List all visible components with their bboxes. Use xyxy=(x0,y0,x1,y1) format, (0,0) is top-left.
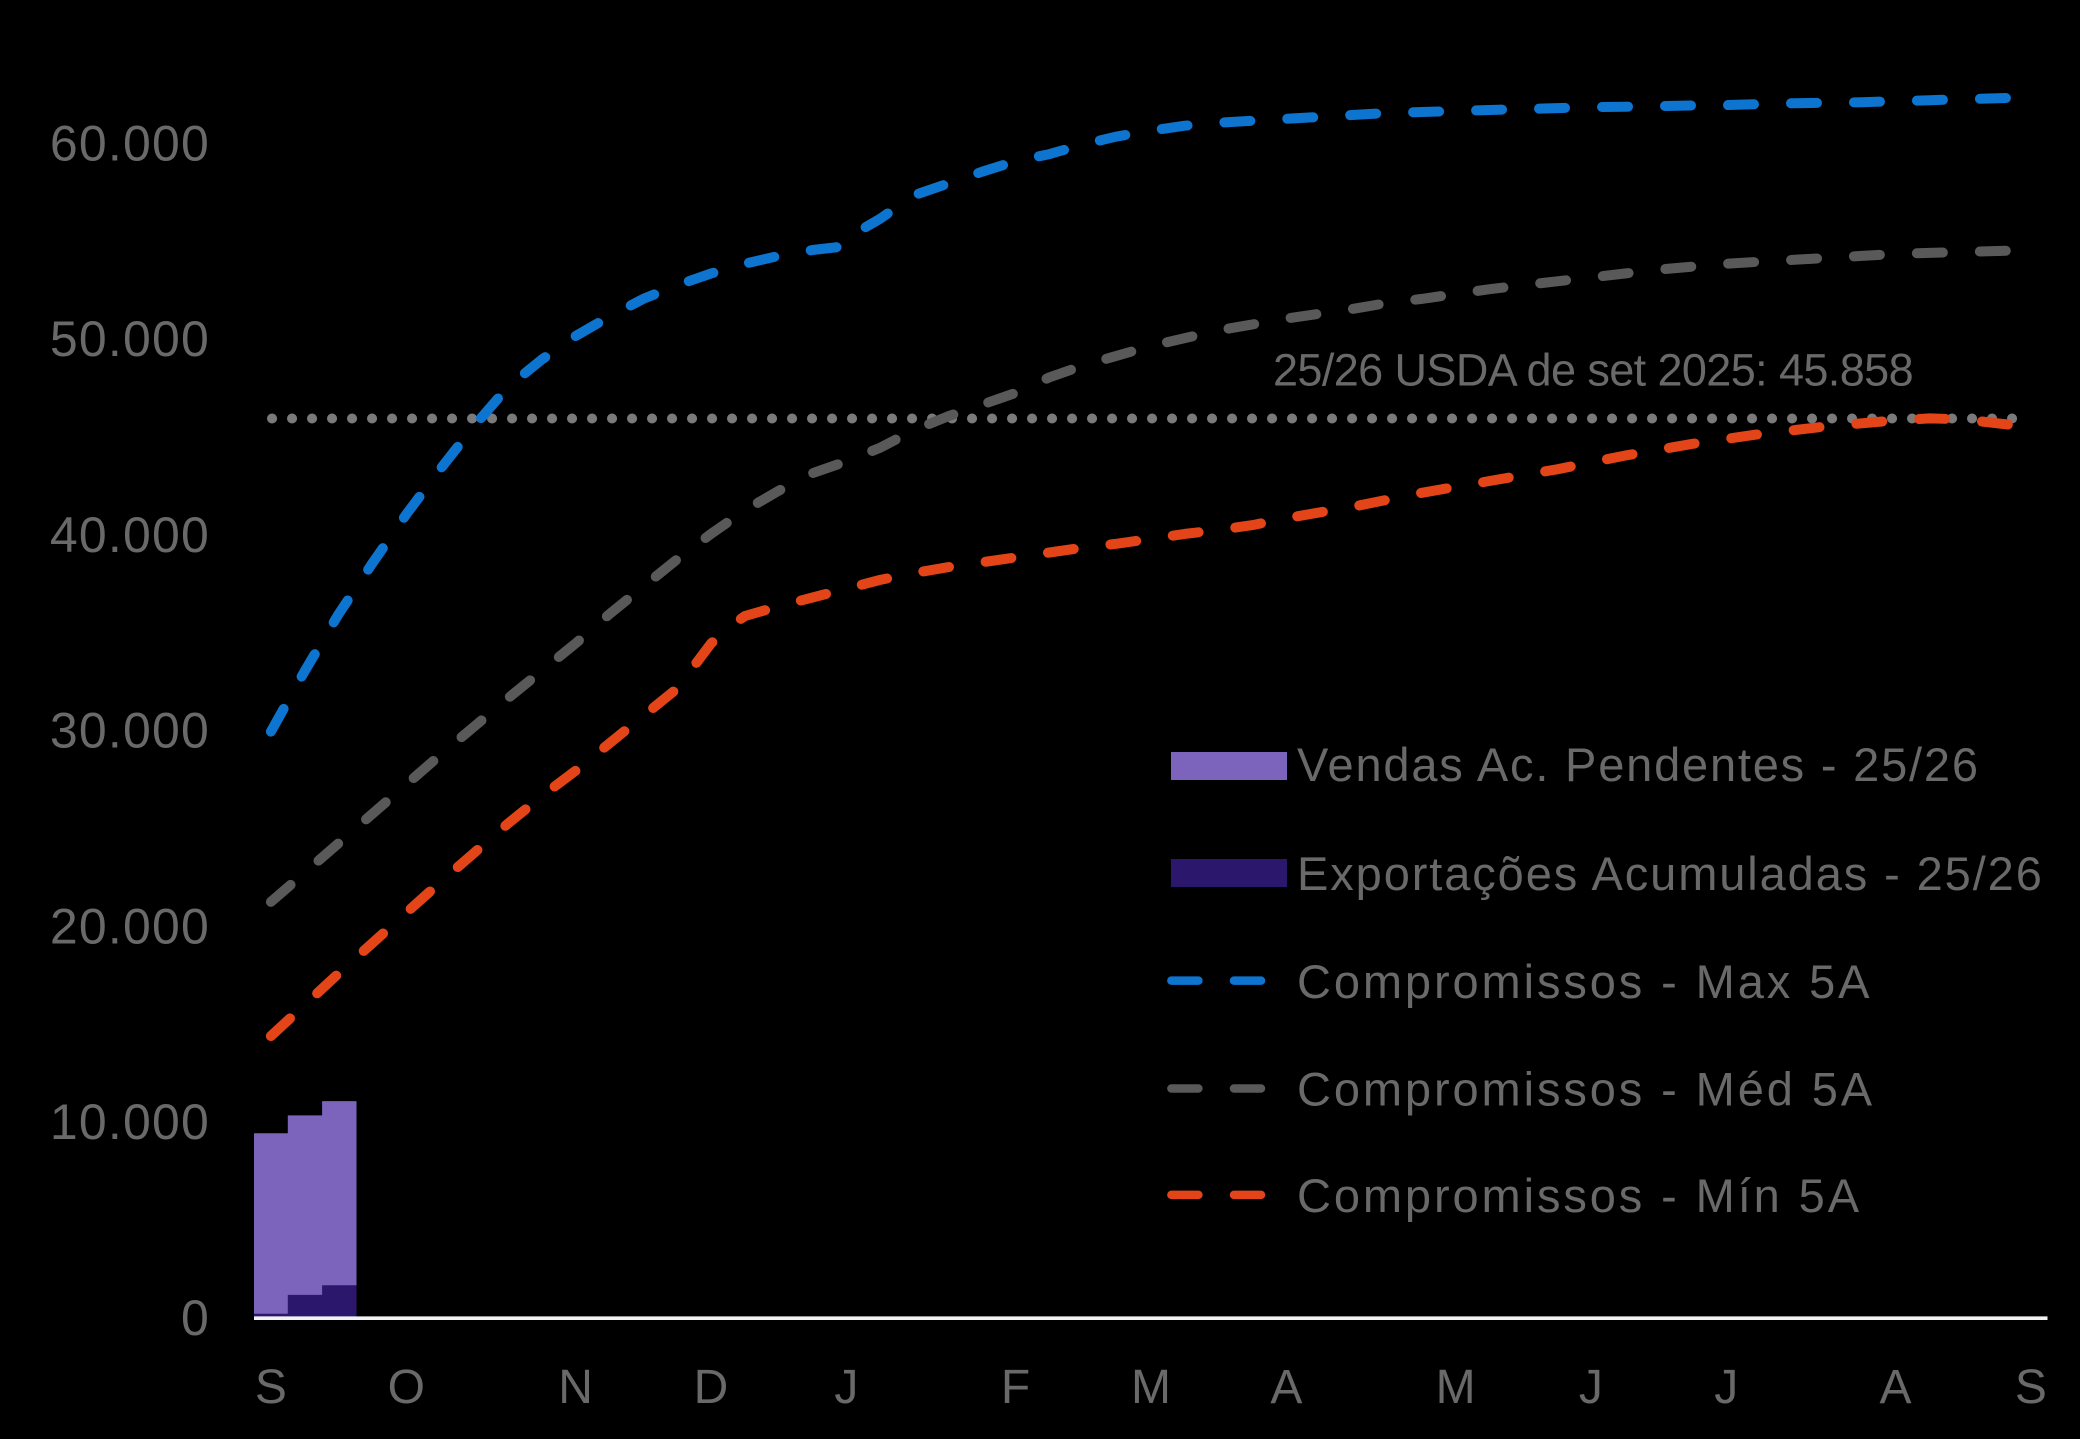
svg-text:J: J xyxy=(834,1361,858,1414)
svg-text:40.000: 40.000 xyxy=(50,507,210,563)
svg-text:25/26 USDA de set 2025: 45.858: 25/26 USDA de set 2025: 45.858 xyxy=(1273,345,1913,396)
svg-text:O: O xyxy=(388,1361,425,1414)
svg-text:Compromissos - Méd 5A: Compromissos - Méd 5A xyxy=(1297,1063,1875,1116)
svg-text:F: F xyxy=(1001,1361,1030,1414)
svg-text:60.000: 60.000 xyxy=(50,115,210,171)
svg-text:Compromissos - Mín 5A: Compromissos - Mín 5A xyxy=(1297,1169,1862,1222)
svg-text:J: J xyxy=(1714,1361,1738,1414)
svg-text:S: S xyxy=(2015,1361,2047,1414)
svg-text:J: J xyxy=(1579,1361,1603,1414)
svg-text:50.000: 50.000 xyxy=(50,311,210,367)
svg-text:M: M xyxy=(1436,1361,1476,1414)
svg-text:N: N xyxy=(558,1361,593,1414)
svg-text:30.000: 30.000 xyxy=(50,703,210,759)
svg-text:Compromissos - Max 5A: Compromissos - Max 5A xyxy=(1297,955,1872,1008)
svg-text:S: S xyxy=(255,1361,287,1414)
svg-text:D: D xyxy=(694,1361,729,1414)
svg-text:20.000: 20.000 xyxy=(50,899,210,955)
svg-text:Vendas Ac. Pendentes - 25/26: Vendas Ac. Pendentes - 25/26 xyxy=(1297,738,1980,791)
svg-text:Exportações Acumuladas - 25/26: Exportações Acumuladas - 25/26 xyxy=(1297,847,2044,900)
svg-text:A: A xyxy=(1270,1361,1302,1414)
svg-text:M: M xyxy=(1131,1361,1171,1414)
svg-text:A: A xyxy=(1879,1361,1911,1414)
svg-text:0: 0 xyxy=(181,1290,210,1346)
svg-text:10.000: 10.000 xyxy=(50,1094,210,1150)
